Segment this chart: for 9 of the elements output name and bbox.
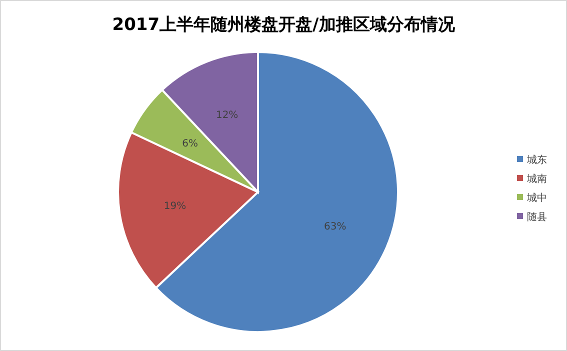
legend-label: 城中 xyxy=(526,192,547,204)
legend-label: 城东 xyxy=(526,154,547,166)
legend-label: 随县 xyxy=(527,212,547,223)
chart-title: 2017上半年随州楼盘开盘/加推区域分布情况 xyxy=(112,15,456,35)
data-label: 6% xyxy=(182,138,198,150)
data-label: 19% xyxy=(164,201,186,212)
legend-label: 城南 xyxy=(526,173,547,185)
data-label: 12% xyxy=(216,110,238,121)
data-label: 63% xyxy=(324,221,346,232)
